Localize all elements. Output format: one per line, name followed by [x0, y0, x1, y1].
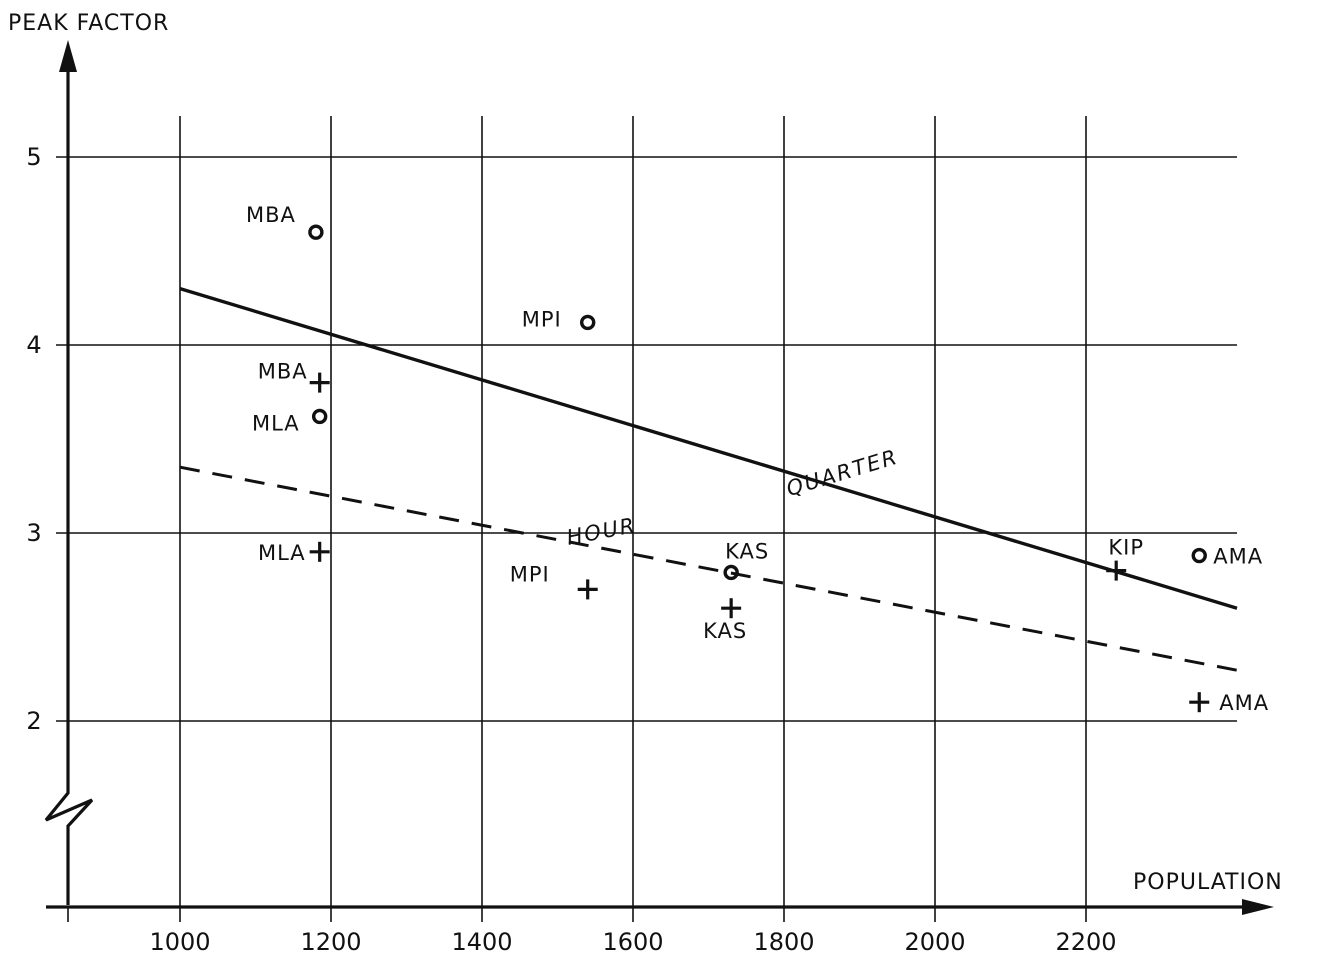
x-axis-arrow — [1242, 899, 1274, 915]
hour-line-label: HOUR — [565, 513, 639, 550]
plus-label-mla: MLA — [258, 541, 306, 565]
x-tick-label-1800: 1800 — [753, 928, 814, 954]
circle-marker-mba — [308, 224, 324, 240]
circle-label-ama: AMA — [1213, 545, 1263, 569]
x-tick-label-1400: 1400 — [451, 928, 512, 954]
grid — [56, 116, 1237, 922]
x-tick-label-1000: 1000 — [149, 928, 210, 954]
plus-label-ama: AMA — [1219, 691, 1269, 715]
plus-marker-mla — [309, 541, 330, 562]
circle-label-mba: MBA — [246, 203, 296, 227]
plus-marker-mba — [309, 372, 330, 393]
plus-label-kas: KAS — [703, 619, 747, 643]
plus-marker-kas — [721, 598, 742, 619]
plus-label-mba: MBA — [258, 360, 308, 384]
plus-label-kip: KIP — [1108, 536, 1144, 560]
x-axis-title: POPULATION — [1133, 870, 1283, 895]
plus-label-mpi: MPI — [510, 562, 550, 586]
plus-marker-ama — [1189, 692, 1210, 713]
y-tick-label-5: 5 — [26, 143, 41, 171]
x-tick-label-2000: 2000 — [904, 928, 965, 954]
y-tick-label-2: 2 — [26, 707, 41, 735]
circle-marker-mla — [311, 408, 328, 425]
circle-label-mla: MLA — [252, 411, 300, 435]
quarter-line-label: QUARTER — [784, 445, 902, 501]
circle-label-kas: KAS — [725, 539, 769, 563]
circle-marker-kas — [723, 564, 739, 581]
x-tick-label-1200: 1200 — [300, 928, 361, 954]
quarter-line — [179, 286, 1238, 610]
tick-labels: 1000 1200 1400 1600 1800 2000 2200 2 3 4 5 — [26, 143, 1116, 954]
plus-marker-kip — [1106, 560, 1127, 581]
trend-lines: QUARTER HOUR — [179, 286, 1238, 672]
y-axis-title: PEAK FACTOR — [8, 11, 169, 36]
x-tick-label-1600: 1600 — [602, 928, 663, 954]
circle-label-mpi: MPI — [522, 307, 562, 331]
y-tick-label-3: 3 — [26, 519, 41, 547]
circle-marker-ama — [1191, 547, 1207, 564]
axes: PEAK FACTOR POPULATION — [8, 11, 1283, 915]
y-tick-label-4: 4 — [26, 331, 41, 359]
circle-marker-mpi — [580, 314, 596, 331]
hour-line — [179, 465, 1238, 672]
plus-marker-mpi — [577, 579, 598, 600]
y-axis-arrow — [59, 40, 77, 72]
y-axis-line — [44, 70, 94, 905]
x-tick-label-2200: 2200 — [1055, 928, 1116, 954]
data-points: MBA MPI MLA KAS AMA MBA MLA MPI KAS KIP AMA — [246, 203, 1269, 715]
